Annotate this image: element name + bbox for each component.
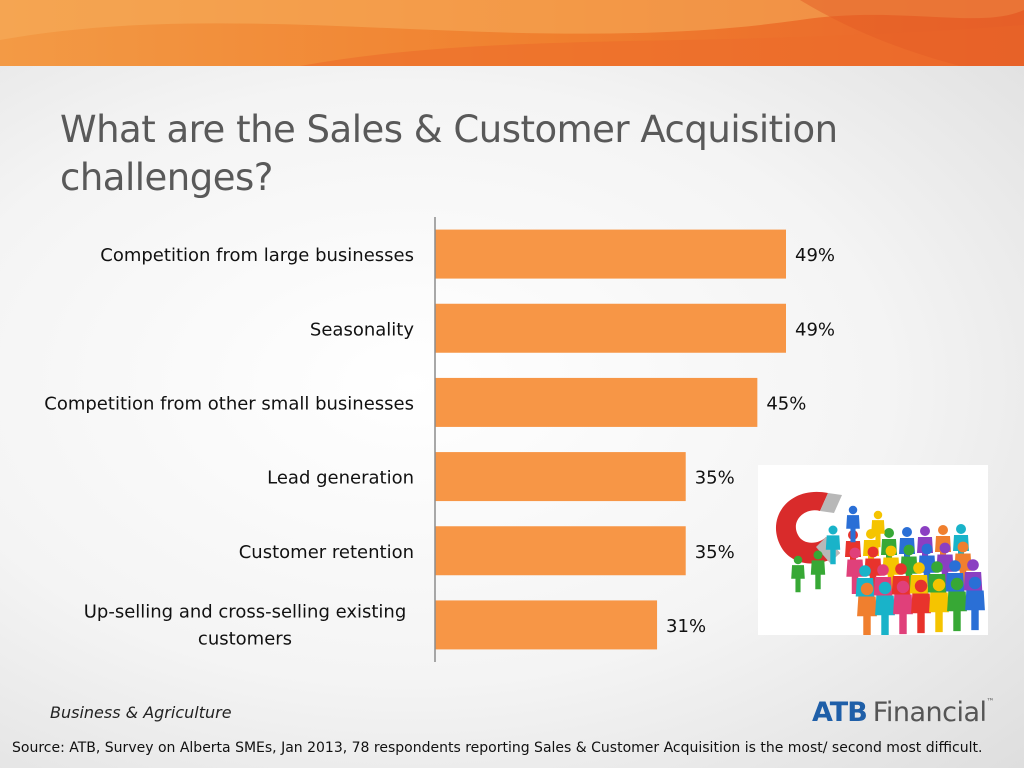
page-title: What are the Sales & Customer Acquisitio…: [60, 106, 960, 202]
person-figure: [929, 578, 949, 633]
person-figure: [965, 576, 985, 631]
bar-2: [435, 303, 786, 353]
magnet-attracting-people-icon: [775, 491, 985, 637]
bar-5: [435, 526, 686, 576]
person-figure: [791, 555, 805, 593]
data-label-2: 49%: [795, 319, 835, 340]
category-label-1: Competition from large businesses: [100, 245, 414, 266]
bar-6: [435, 600, 658, 650]
data-label-5: 35%: [695, 542, 735, 563]
category-label-line: customers: [198, 628, 292, 649]
category-label-4: Lead generation: [267, 468, 414, 489]
bar-1: [435, 229, 786, 279]
person-figure: [825, 525, 841, 565]
category-label-3: Competition from other small businesses: [44, 393, 414, 414]
logo-regular-text: Financial: [872, 697, 987, 728]
category-label-line: Customer retention: [239, 542, 414, 563]
logo-trademark: ™: [986, 697, 995, 706]
person-figure: [857, 582, 877, 637]
logo-bold-text: ATB: [812, 697, 868, 728]
person-figure: [846, 547, 864, 595]
bar-3: [435, 377, 758, 427]
category-label-2: Seasonality: [310, 319, 414, 340]
source-note: Source: ATB, Survey on Alberta SMEs, Jan…: [12, 740, 983, 756]
data-label-3: 45%: [766, 393, 806, 414]
person-figure: [810, 550, 826, 590]
person-figure: [893, 580, 913, 635]
bar-4: [435, 452, 686, 502]
division-label: Business & Agriculture: [50, 703, 232, 722]
category-label-5: Customer retention: [239, 542, 414, 563]
title-line-2: challenges?: [60, 156, 273, 199]
person-figure: [947, 577, 967, 632]
category-label-line: Up-selling and cross-selling existing: [84, 601, 407, 622]
category-label-line: Seasonality: [310, 319, 414, 340]
data-label-6: 31%: [666, 616, 706, 637]
person-figure: [875, 581, 895, 636]
data-label-4: 35%: [695, 468, 735, 489]
person-figure: [911, 579, 931, 634]
category-label-6: Up-selling and cross-selling existing cus…: [84, 601, 407, 649]
category-label-line: Competition from large businesses: [100, 245, 414, 266]
person-figure: [846, 505, 860, 543]
category-label-line: Lead generation: [267, 468, 414, 489]
top-banner: [0, 0, 1024, 66]
person-figure: [871, 510, 885, 548]
magnet-attracting-people-picture: [758, 465, 988, 637]
data-label-1: 49%: [795, 245, 835, 266]
atb-financial-logo: ATB Financial™: [812, 697, 995, 731]
category-label-line: Competition from other small businesses: [44, 393, 414, 414]
title-line-1: What are the Sales & Customer Acquisitio…: [60, 108, 838, 151]
